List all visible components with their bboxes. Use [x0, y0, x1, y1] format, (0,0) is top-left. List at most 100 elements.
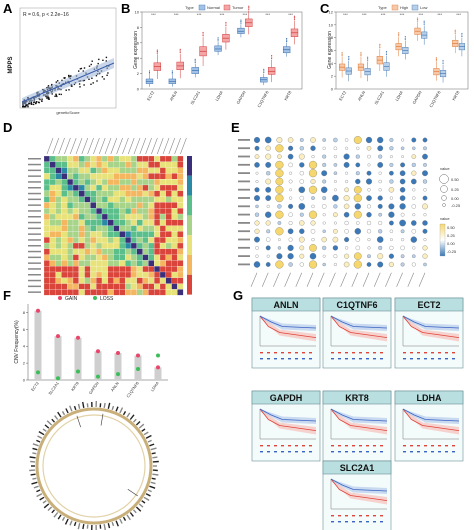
panel-d-col-label	[116, 137, 123, 155]
circos-ideogram-band	[132, 509, 137, 514]
panel-d-cell	[49, 248, 56, 255]
panel-e-bubble	[389, 138, 394, 142]
panel-d-cell	[67, 161, 74, 168]
panel-c-outlier	[423, 22, 425, 24]
panel-a-point	[28, 102, 31, 105]
panel-f-xtick-label: C1QTNF6	[125, 380, 140, 398]
panel-d-cell	[159, 202, 166, 209]
panel-d-cell	[125, 237, 132, 244]
panel-a-point	[68, 74, 70, 77]
panel-d-cell	[43, 155, 50, 162]
panel-d-labels	[28, 137, 187, 293]
panel-f-loss-point	[96, 374, 100, 379]
panel-a-point	[28, 102, 30, 105]
survival-risk-number	[331, 358, 334, 360]
circos-ideogram-band	[73, 521, 77, 527]
panel-e-bubble	[310, 229, 316, 234]
panel-e-bubble	[366, 262, 372, 267]
panel-d-cell	[90, 277, 97, 284]
panel-d-cell	[165, 190, 172, 197]
panel-d-cell	[84, 190, 91, 197]
panel-e-bubble	[412, 246, 416, 250]
panel-e-bubble	[322, 146, 326, 150]
panel-d-cell	[171, 179, 178, 186]
panel-e-bubble	[400, 146, 405, 151]
panel-d-cell	[90, 266, 97, 273]
panel-c-outlier	[404, 39, 406, 41]
panel-e-bubble	[265, 245, 271, 251]
panel-d-cell	[78, 213, 85, 220]
panel-a-point	[55, 93, 57, 95]
panel-a-point	[68, 89, 70, 91]
panel-d-cell	[113, 242, 120, 249]
panel-e-bubble	[343, 153, 350, 160]
panel-e-bubble	[310, 178, 316, 184]
panel-d-cell	[96, 155, 103, 162]
panel-b-outlier	[248, 5, 250, 7]
panel-e-col-label	[250, 272, 258, 287]
panel-a-point	[105, 56, 108, 59]
panel-d-cell	[101, 271, 108, 278]
panel-c-outlier	[348, 55, 350, 58]
panel-c-outlier	[454, 32, 456, 34]
survival-risk-number	[452, 358, 455, 360]
panel-e-bubble	[388, 203, 395, 210]
panel-d-cell	[148, 161, 155, 168]
panel-d-cell	[119, 254, 126, 261]
circos-ideogram-band	[119, 518, 123, 524]
panel-d-cell	[101, 184, 108, 191]
panel-d-cell	[72, 196, 79, 203]
survival-risk-number	[345, 515, 348, 517]
panel-f-cnv: GAIN LOSS CNV Frequency(%) 0 2 4 6 8 ECT2 SLC2…	[14, 296, 168, 399]
panel-d-cell	[67, 260, 74, 267]
survival-risk-number	[410, 451, 413, 453]
panel-d-row-label	[28, 175, 41, 177]
panel-d-col-label	[93, 137, 100, 155]
panel-d-cell	[72, 289, 79, 296]
panel-e-bubble	[333, 146, 338, 151]
panel-c-sig: ***	[381, 12, 386, 17]
panel-d-cell	[148, 271, 155, 278]
panel-e-bubble	[344, 246, 349, 250]
panel-e-bubble	[344, 237, 350, 243]
panel-d-cell	[125, 179, 132, 186]
panel-d-cell	[84, 277, 91, 284]
panel-c-outlier	[435, 57, 437, 59]
panel-a-point	[47, 85, 50, 87]
survival-tile-header	[322, 390, 392, 405]
panel-e-bubble	[277, 246, 282, 250]
panel-f-bar	[114, 352, 122, 380]
panel-a-point	[60, 93, 62, 96]
panel-d-cell	[154, 219, 161, 226]
panel-d-cell	[101, 283, 108, 290]
panel-d-cell	[159, 266, 166, 273]
circos-inner-ring	[42, 414, 146, 518]
panel-e-legend-size-1	[439, 174, 449, 184]
survival-risk-number	[424, 358, 427, 360]
panel-d-cell	[96, 283, 103, 290]
panel-d-cell	[171, 254, 178, 261]
panel-c-outlier	[442, 61, 444, 63]
panel-d-cell	[119, 260, 126, 267]
panel-d-cell	[165, 242, 172, 249]
panel-e-col-label	[261, 272, 269, 287]
panel-c-legend-low-swatch	[411, 4, 419, 11]
panel-d-cell	[142, 260, 149, 267]
panel-b-outlier	[202, 31, 204, 34]
circos-ideogram-band	[57, 411, 62, 418]
panel-d-cell	[148, 196, 155, 203]
panel-b-xtick-label: KRT8	[283, 89, 293, 101]
panel-e-bubble	[310, 145, 316, 151]
survival-risk-number	[331, 445, 334, 447]
survival-risk-number	[452, 445, 455, 447]
panel-d-cell	[154, 266, 161, 273]
survival-risk-number	[260, 445, 263, 447]
panel-d-cell	[84, 208, 91, 215]
panel-d-cell	[171, 242, 178, 249]
panel-d-cell	[142, 289, 149, 296]
panel-b-ylabel: Gene expression	[133, 31, 139, 69]
panel-e-col-label	[351, 272, 359, 287]
circos-ideogram-band	[61, 516, 66, 521]
panel-e-bubble	[308, 210, 318, 219]
